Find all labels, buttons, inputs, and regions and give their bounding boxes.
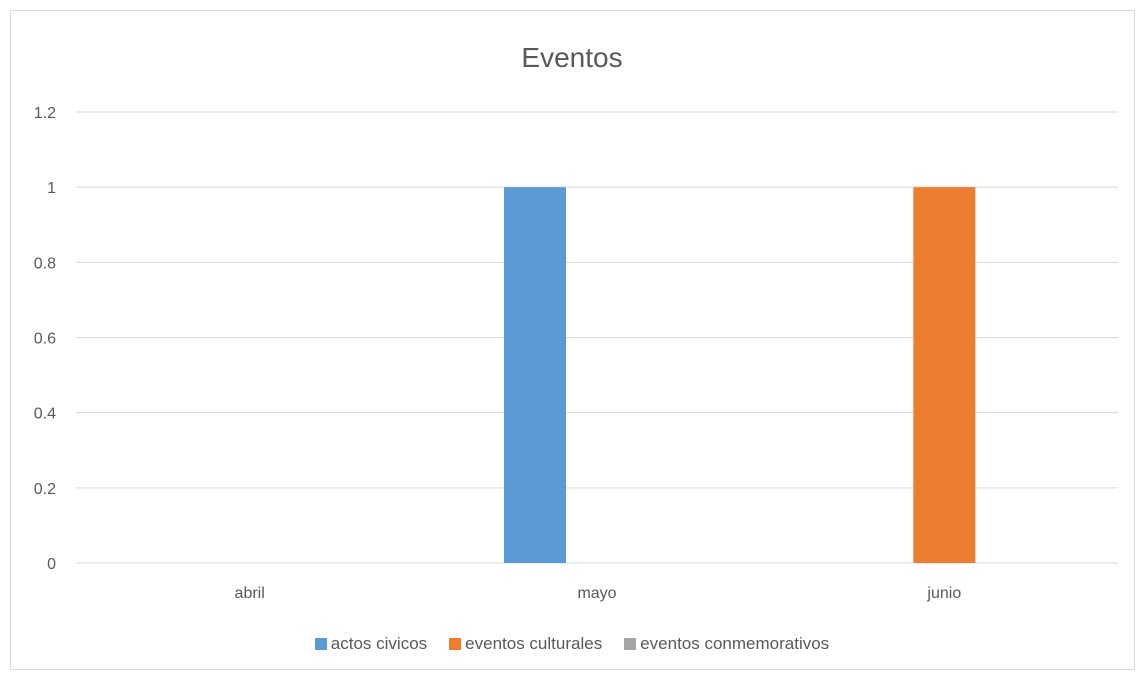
bar — [913, 187, 976, 563]
legend-swatch — [449, 638, 462, 650]
y-tick-label: 0.2 — [34, 481, 56, 498]
legend: actos civicos eventos culturales eventos c… — [0, 634, 1144, 654]
y-tick-label: 0.8 — [34, 255, 56, 272]
y-tick-label: 1 — [47, 180, 56, 197]
y-tick-label: 0.6 — [34, 331, 56, 348]
legend-swatch — [624, 638, 637, 650]
legend-item: eventos conmemorativos — [624, 634, 829, 654]
x-tick-label: mayo — [577, 585, 616, 602]
y-tick-label: 0.4 — [34, 406, 56, 423]
chart-title: Eventos — [521, 42, 623, 73]
legend-swatch — [314, 638, 327, 650]
legend-item: eventos culturales — [449, 634, 602, 654]
legend-label: eventos conmemorativos — [640, 634, 830, 653]
y-tick-label: 1.2 — [34, 105, 56, 122]
y-tick-label: 0 — [47, 556, 56, 573]
x-tick-label: abril — [235, 585, 265, 602]
legend-label: eventos culturales — [465, 634, 603, 653]
legend-label: actos civicos — [330, 634, 428, 653]
legend-item: actos civicos — [314, 634, 428, 654]
bar — [504, 187, 566, 563]
x-tick-label: junio — [926, 585, 961, 602]
